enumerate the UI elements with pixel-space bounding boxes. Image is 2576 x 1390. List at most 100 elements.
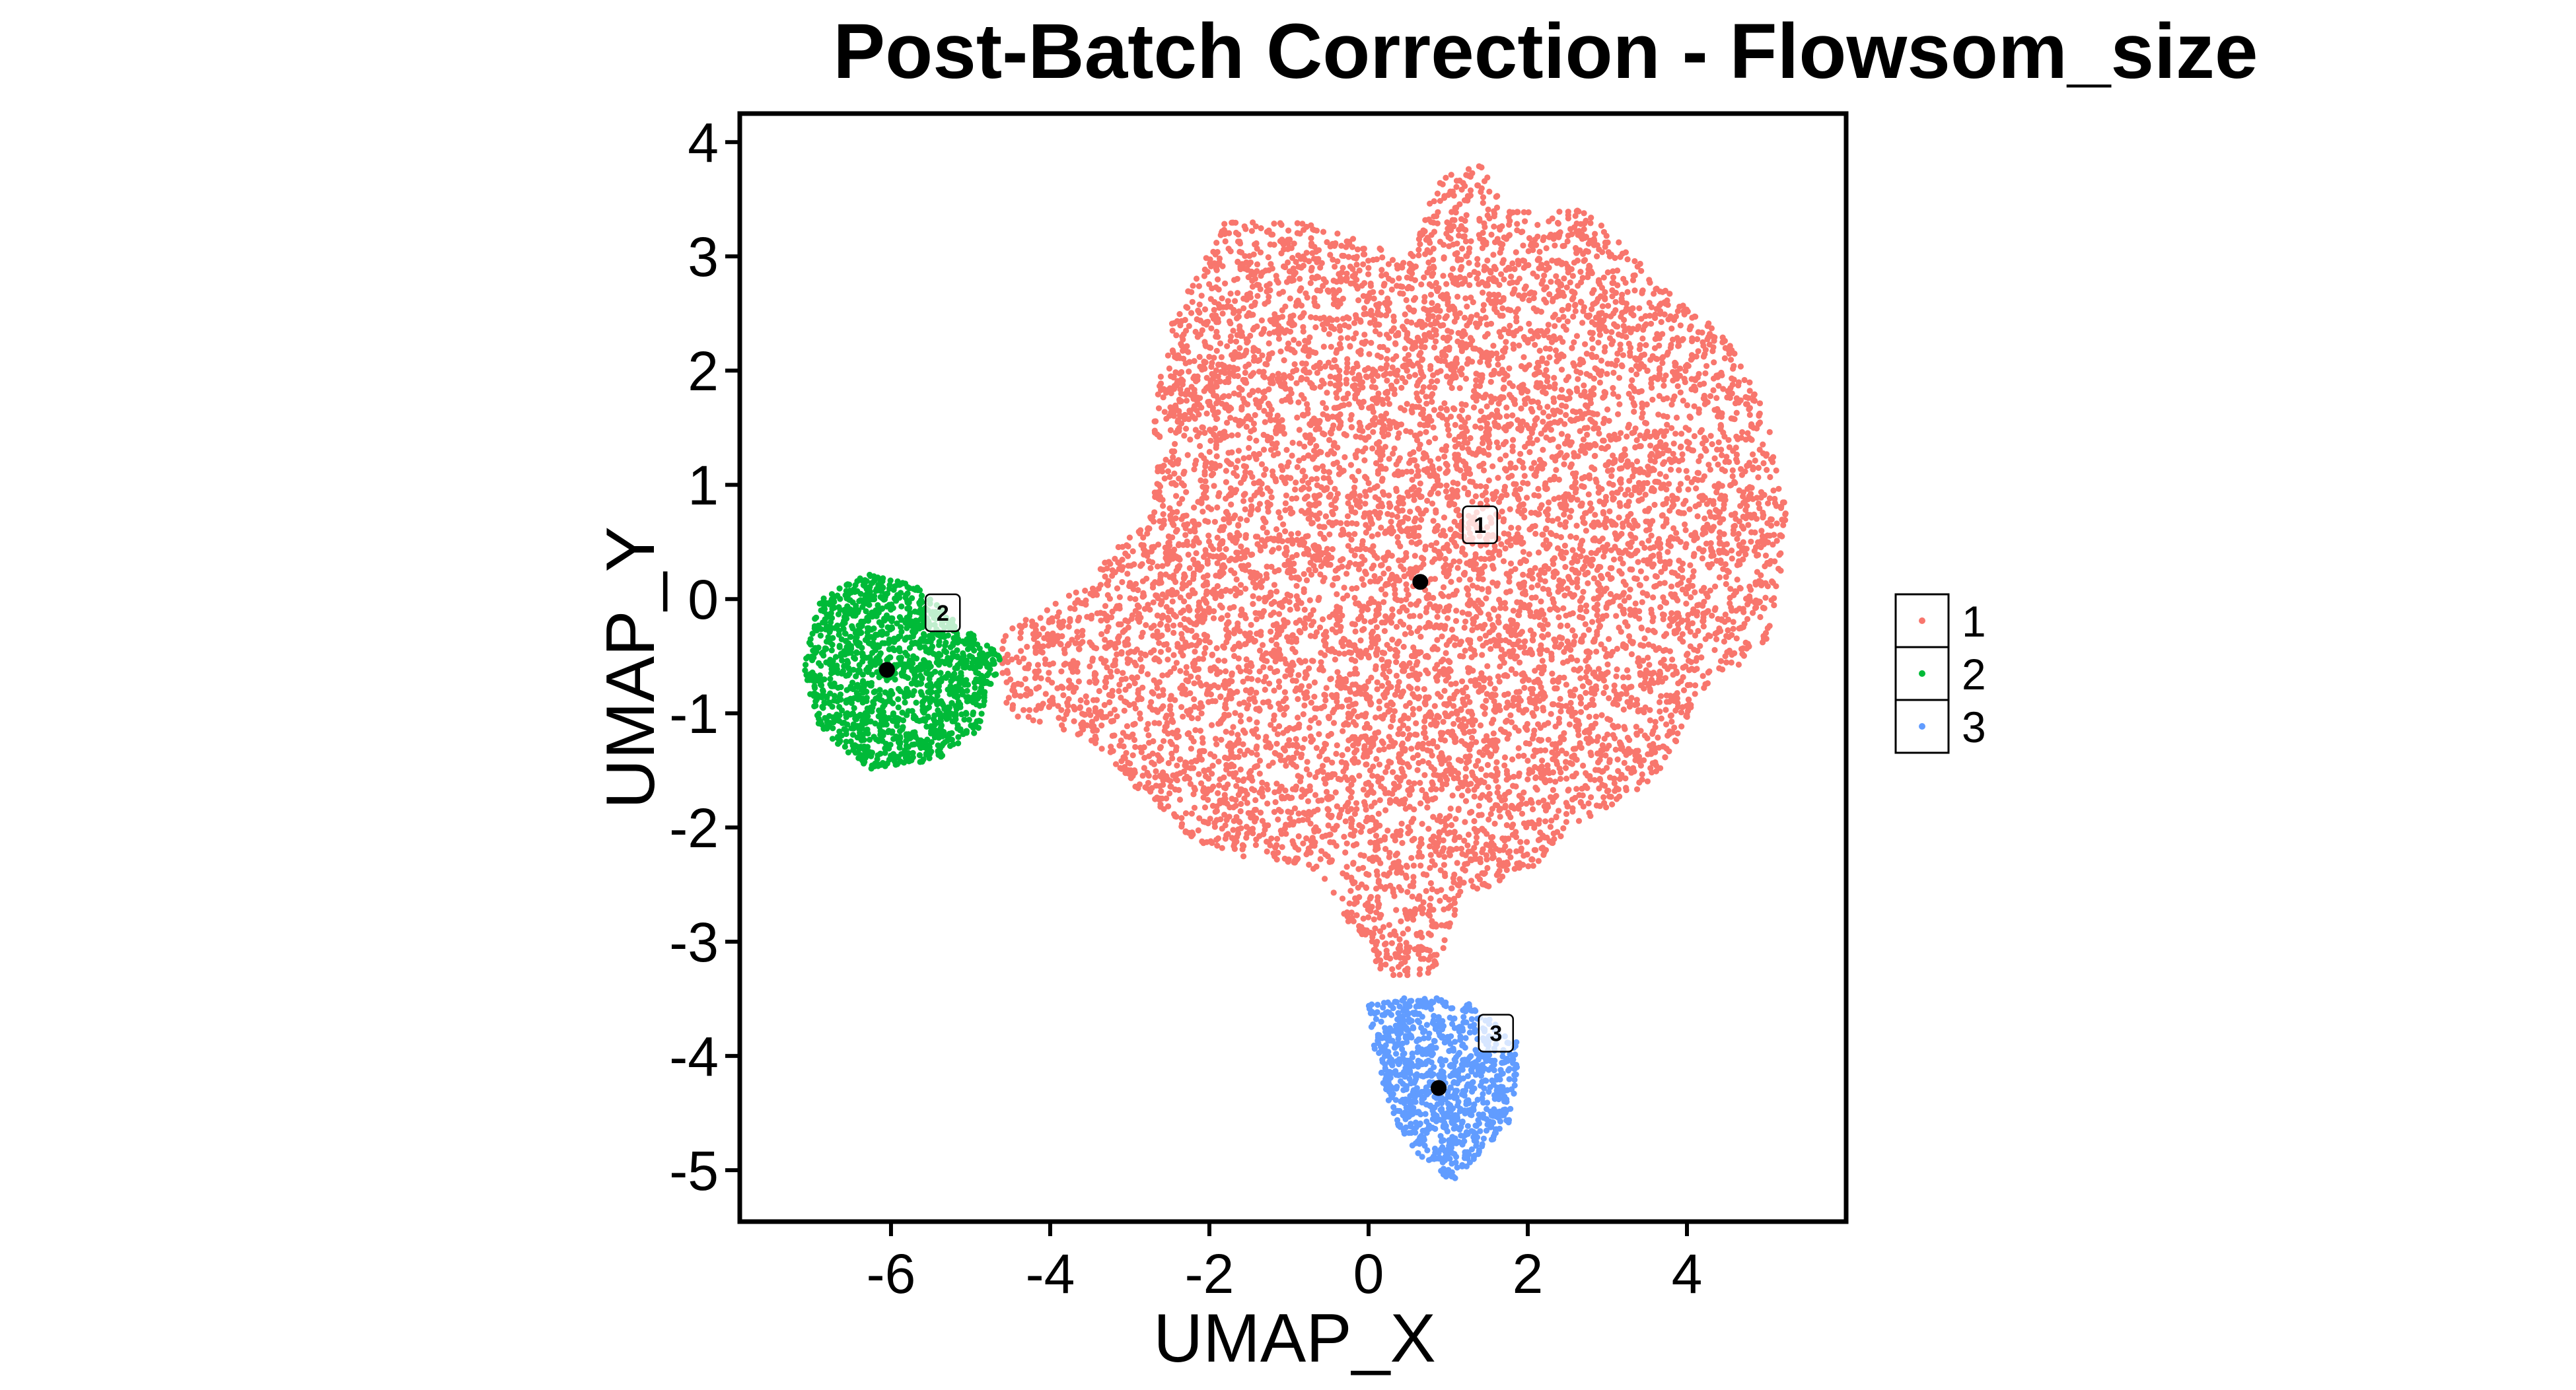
data-point <box>1267 488 1273 495</box>
data-point <box>1563 403 1569 410</box>
data-point <box>1186 592 1192 599</box>
data-point <box>1660 413 1667 419</box>
data-point <box>1245 361 1252 368</box>
data-point <box>1426 907 1433 914</box>
data-point <box>1421 686 1427 693</box>
data-point <box>1637 443 1644 450</box>
data-point <box>1384 642 1390 648</box>
data-point <box>1188 810 1195 817</box>
data-point <box>1503 427 1509 434</box>
data-point <box>1075 678 1082 685</box>
data-point <box>1540 611 1547 617</box>
data-point <box>1400 643 1407 650</box>
data-point <box>1605 787 1612 794</box>
data-point <box>1201 650 1208 657</box>
data-point <box>1351 484 1358 491</box>
data-point <box>1098 746 1105 752</box>
data-point <box>1190 518 1197 524</box>
data-point <box>1661 382 1667 389</box>
data-point <box>1373 460 1380 467</box>
data-point <box>1283 492 1289 499</box>
data-point <box>1538 358 1545 365</box>
data-point <box>1484 257 1491 264</box>
data-point <box>1507 307 1514 314</box>
data-point <box>1467 335 1474 341</box>
data-point <box>1716 534 1723 541</box>
data-point <box>1381 786 1388 792</box>
data-point <box>1644 778 1651 784</box>
data-point <box>1466 260 1472 266</box>
data-point <box>1610 722 1616 729</box>
data-point <box>1512 724 1519 731</box>
data-point <box>1005 695 1012 701</box>
data-point <box>1341 650 1348 657</box>
data-point <box>1614 282 1621 289</box>
data-point <box>1723 659 1730 666</box>
data-point <box>1474 261 1481 268</box>
data-point <box>1067 618 1073 625</box>
data-point <box>1353 800 1360 806</box>
data-point <box>1466 810 1474 816</box>
data-point <box>1722 653 1729 660</box>
data-point <box>1577 694 1583 701</box>
data-point <box>1215 316 1221 322</box>
data-point <box>1157 648 1164 655</box>
data-point <box>1344 520 1351 528</box>
data-point <box>1215 657 1222 664</box>
data-point <box>1417 633 1424 640</box>
data-point <box>1419 786 1425 794</box>
data-point <box>1409 893 1415 900</box>
data-point <box>1378 272 1385 279</box>
data-point <box>1725 436 1732 443</box>
data-point <box>1564 238 1571 245</box>
data-point <box>1473 483 1480 489</box>
data-point <box>1480 194 1487 201</box>
data-point <box>1357 493 1363 499</box>
data-point <box>1225 298 1231 304</box>
data-point <box>1275 816 1281 823</box>
data-point <box>1445 615 1451 621</box>
data-point <box>1490 565 1497 572</box>
data-point <box>1683 541 1690 547</box>
data-point <box>1771 532 1777 538</box>
data-point <box>1349 520 1355 526</box>
data-point <box>1570 313 1577 320</box>
data-point <box>1484 761 1491 769</box>
data-point <box>1636 305 1643 312</box>
data-point <box>1268 494 1275 501</box>
data-point <box>1348 424 1355 431</box>
data-point <box>1276 611 1283 617</box>
data-point <box>1663 699 1670 705</box>
data-point <box>1046 670 1052 676</box>
data-point <box>1295 696 1301 703</box>
data-point <box>1506 775 1513 781</box>
data-point <box>1086 707 1092 714</box>
data-point <box>1368 782 1375 789</box>
data-point <box>1733 451 1740 458</box>
data-point <box>1305 405 1311 413</box>
data-point <box>1197 728 1203 734</box>
data-point <box>1446 344 1452 351</box>
data-point <box>1266 293 1272 300</box>
data-point <box>1222 280 1229 287</box>
data-point <box>1727 343 1733 349</box>
data-point <box>1526 320 1532 327</box>
data-point <box>1521 354 1527 361</box>
data-point <box>1746 388 1753 394</box>
data-point <box>1747 586 1754 593</box>
data-point <box>1479 245 1485 252</box>
data-point <box>1393 378 1400 385</box>
data-point <box>1688 594 1694 601</box>
data-point <box>1177 621 1184 628</box>
data-point <box>1532 847 1539 853</box>
data-point <box>1402 631 1408 638</box>
data-point <box>1338 242 1345 249</box>
data-point <box>1520 464 1526 471</box>
data-point <box>1288 809 1295 816</box>
data-point <box>1427 384 1433 390</box>
data-point <box>1391 708 1398 714</box>
data-point <box>1510 782 1517 789</box>
data-point <box>1122 686 1129 693</box>
data-point <box>1221 774 1227 781</box>
data-point <box>1472 763 1480 769</box>
